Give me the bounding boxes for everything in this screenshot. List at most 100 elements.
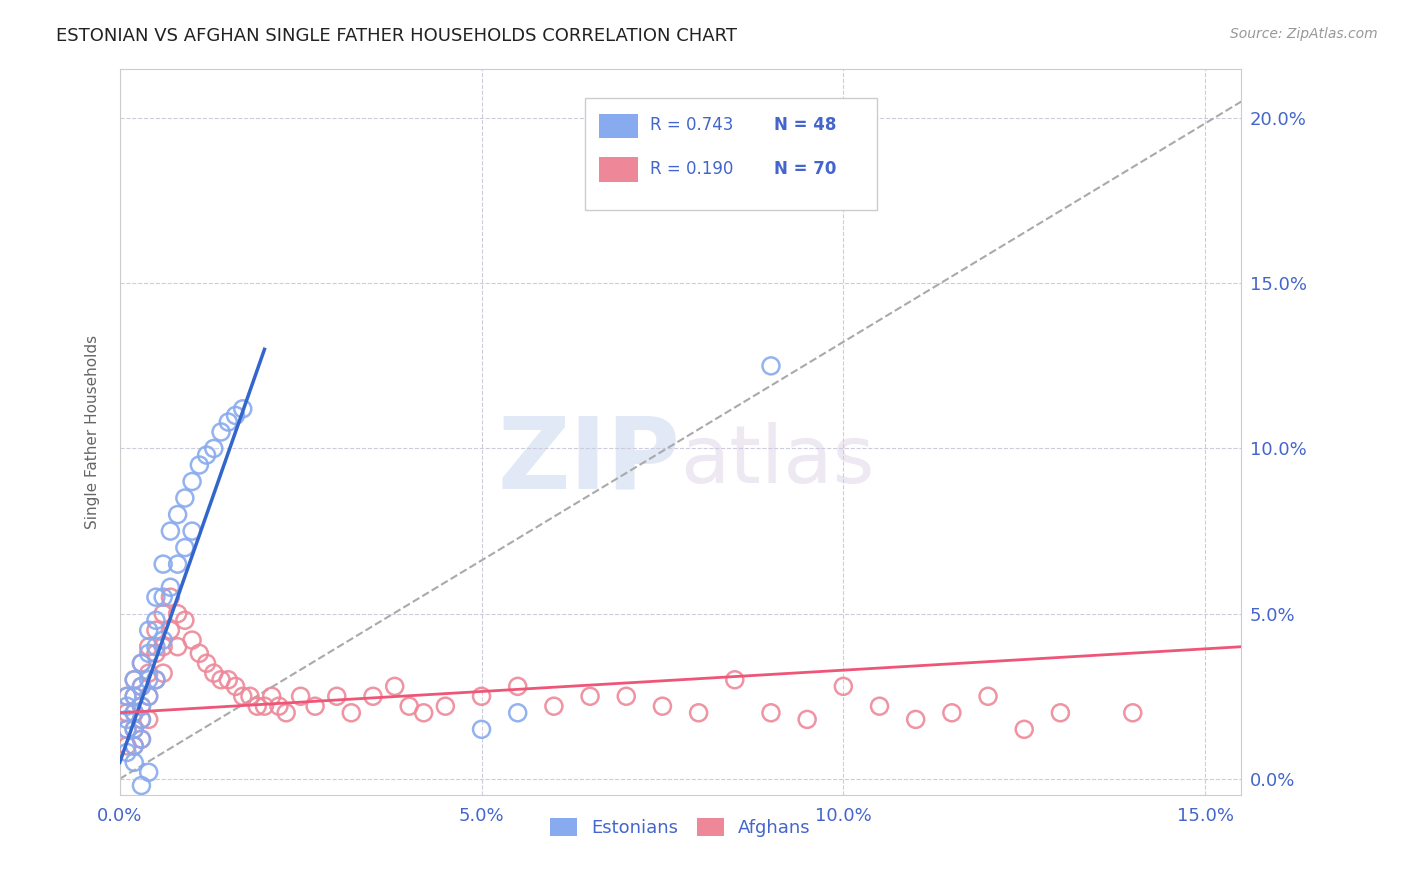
- Point: [122, 706, 145, 720]
- Point: [290, 690, 312, 704]
- Point: [759, 706, 782, 720]
- Point: [232, 401, 254, 416]
- Point: [115, 739, 138, 753]
- Point: [122, 690, 145, 704]
- Point: [145, 646, 167, 660]
- Point: [122, 673, 145, 687]
- Point: [166, 508, 188, 522]
- Point: [145, 673, 167, 687]
- Point: [115, 690, 138, 704]
- Point: [138, 640, 160, 654]
- Point: [145, 613, 167, 627]
- Point: [115, 746, 138, 760]
- Point: [131, 713, 153, 727]
- Point: [131, 679, 153, 693]
- Point: [122, 756, 145, 770]
- Point: [384, 679, 406, 693]
- Point: [131, 699, 153, 714]
- Point: [122, 690, 145, 704]
- Point: [138, 713, 160, 727]
- Point: [166, 607, 188, 621]
- Point: [159, 580, 181, 594]
- Point: [614, 690, 637, 704]
- Bar: [599, 113, 638, 138]
- Point: [145, 590, 167, 604]
- Point: [1012, 723, 1035, 737]
- Point: [131, 679, 153, 693]
- Point: [173, 541, 195, 555]
- Point: [412, 706, 434, 720]
- Point: [326, 690, 349, 704]
- Point: [202, 666, 225, 681]
- Point: [239, 690, 262, 704]
- Point: [202, 442, 225, 456]
- Point: [122, 739, 145, 753]
- Point: [246, 699, 269, 714]
- Text: N = 70: N = 70: [773, 160, 837, 178]
- Point: [651, 699, 673, 714]
- Point: [217, 673, 239, 687]
- Point: [131, 732, 153, 747]
- Text: ESTONIAN VS AFGHAN SINGLE FATHER HOUSEHOLDS CORRELATION CHART: ESTONIAN VS AFGHAN SINGLE FATHER HOUSEHO…: [56, 27, 737, 45]
- Point: [115, 723, 138, 737]
- Point: [145, 673, 167, 687]
- Point: [131, 779, 153, 793]
- Bar: [599, 157, 638, 182]
- Point: [195, 657, 218, 671]
- Point: [195, 448, 218, 462]
- Point: [138, 690, 160, 704]
- Point: [688, 706, 710, 720]
- Point: [543, 699, 565, 714]
- Point: [122, 723, 145, 737]
- Text: atlas: atlas: [681, 422, 875, 500]
- Point: [225, 409, 247, 423]
- Point: [122, 739, 145, 753]
- Point: [470, 723, 492, 737]
- Point: [122, 723, 145, 737]
- Point: [122, 706, 145, 720]
- Point: [138, 646, 160, 660]
- Point: [159, 624, 181, 638]
- Point: [152, 557, 174, 571]
- Point: [260, 690, 283, 704]
- Text: R = 0.190: R = 0.190: [650, 160, 734, 178]
- Point: [131, 699, 153, 714]
- Point: [138, 690, 160, 704]
- Point: [138, 765, 160, 780]
- FancyBboxPatch shape: [585, 97, 877, 211]
- Point: [225, 679, 247, 693]
- Point: [115, 723, 138, 737]
- Point: [188, 458, 211, 472]
- Point: [115, 699, 138, 714]
- Point: [759, 359, 782, 373]
- Point: [138, 673, 160, 687]
- Point: [188, 646, 211, 660]
- Point: [361, 690, 384, 704]
- Point: [152, 590, 174, 604]
- Point: [115, 706, 138, 720]
- Point: [131, 713, 153, 727]
- Point: [217, 415, 239, 429]
- Legend: Estonians, Afghans: Estonians, Afghans: [543, 811, 818, 845]
- Point: [152, 607, 174, 621]
- Point: [506, 679, 529, 693]
- Text: R = 0.743: R = 0.743: [650, 116, 734, 134]
- Point: [138, 624, 160, 638]
- Point: [115, 713, 138, 727]
- Point: [276, 706, 298, 720]
- Point: [1122, 706, 1144, 720]
- Text: N = 48: N = 48: [773, 116, 837, 134]
- Point: [832, 679, 855, 693]
- Point: [398, 699, 420, 714]
- Point: [122, 673, 145, 687]
- Text: ZIP: ZIP: [498, 412, 681, 509]
- Point: [159, 590, 181, 604]
- Point: [941, 706, 963, 720]
- Point: [138, 666, 160, 681]
- Point: [145, 640, 167, 654]
- Point: [267, 699, 290, 714]
- Point: [614, 194, 637, 208]
- Point: [904, 713, 927, 727]
- Text: Source: ZipAtlas.com: Source: ZipAtlas.com: [1230, 27, 1378, 41]
- Point: [115, 690, 138, 704]
